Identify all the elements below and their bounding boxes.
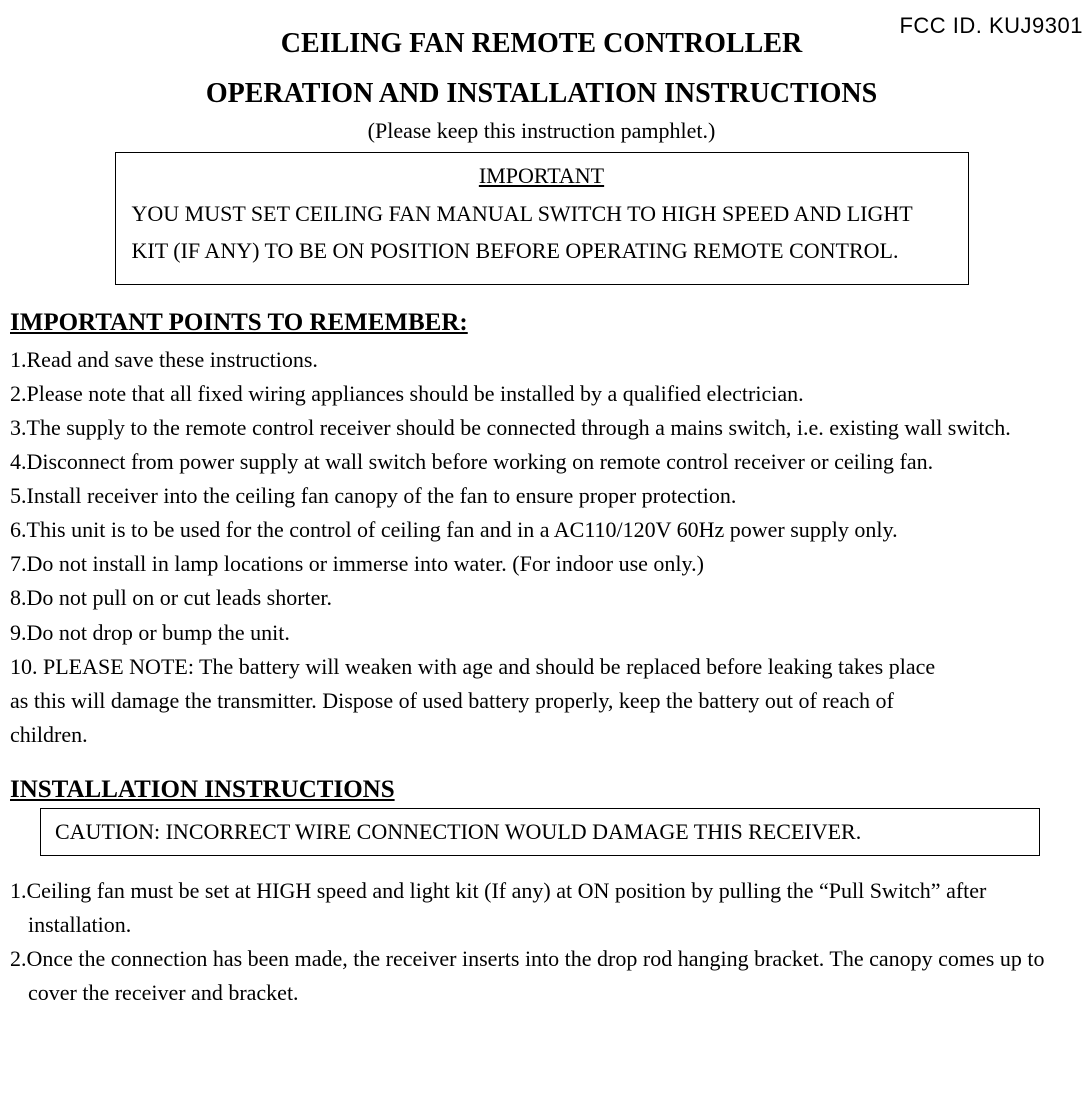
install-list: 1.Ceiling fan must be set at HIGH speed …	[10, 874, 1073, 1010]
point-9: 9.Do not drop or bump the unit.	[10, 616, 1073, 650]
point-10-line-2: as this will damage the transmitter. Dis…	[10, 684, 1073, 718]
subtitle: (Please keep this instruction pamphlet.)	[10, 118, 1073, 144]
page: FCC ID. KUJ9301 CEILING FAN REMOTE CONTR…	[0, 0, 1083, 1040]
point-2: 2.Please note that all fixed wiring appl…	[10, 377, 1073, 411]
point-10-line-3: children.	[10, 718, 1073, 752]
caution-box: CAUTION: INCORRECT WIRE CONNECTION WOULD…	[40, 808, 1040, 856]
install-item-2: 2.Once the connection has been made, the…	[10, 942, 1073, 1010]
point-4: 4.Disconnect from power supply at wall s…	[10, 445, 1073, 479]
point-7: 7.Do not install in lamp locations or im…	[10, 547, 1073, 581]
point-1: 1.Read and save these instructions.	[10, 343, 1073, 377]
install-item-1: 1.Ceiling fan must be set at HIGH speed …	[10, 874, 1073, 942]
point-6: 6.This unit is to be used for the contro…	[10, 513, 1073, 547]
point-8: 8.Do not pull on or cut leads shorter.	[10, 581, 1073, 615]
point-5: 5.Install receiver into the ceiling fan …	[10, 479, 1073, 513]
install-heading: INSTALLATION INSTRUCTIONS	[10, 776, 1073, 804]
point-3: 3.The supply to the remote control recei…	[10, 411, 1073, 445]
title-line-2: OPERATION AND INSTALLATION INSTRUCTIONS	[10, 78, 1073, 110]
points-heading: IMPORTANT POINTS TO REMEMBER:	[10, 309, 1073, 337]
important-box-body: YOU MUST SET CEILING FAN MANUAL SWITCH T…	[132, 195, 952, 270]
important-box: IMPORTANT YOU MUST SET CEILING FAN MANUA…	[115, 152, 969, 285]
point-10-line-1: 10. PLEASE NOTE: The battery will weaken…	[10, 650, 1073, 684]
fcc-id: FCC ID. KUJ9301	[899, 13, 1083, 39]
points-list: 1.Read and save these instructions. 2.Pl…	[10, 343, 1073, 752]
important-box-heading: IMPORTANT	[132, 163, 952, 189]
